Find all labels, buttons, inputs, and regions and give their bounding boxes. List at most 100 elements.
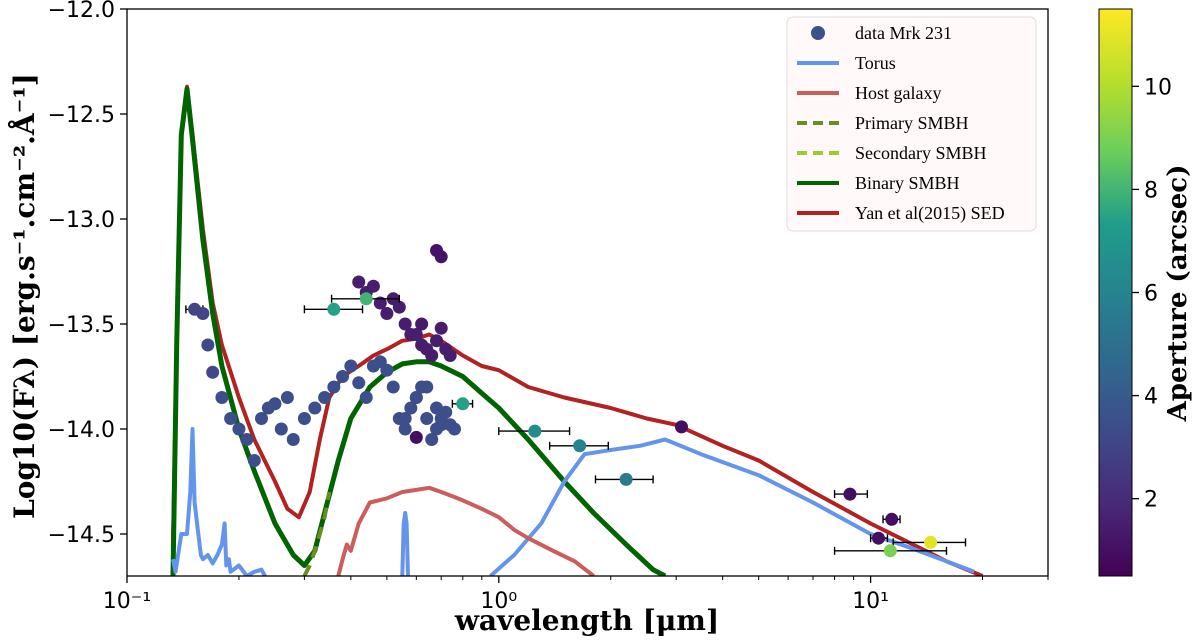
- y-tick-label: −14.5: [48, 523, 115, 548]
- data-point: [254, 412, 268, 425]
- data-point: [336, 370, 350, 383]
- data-point: [327, 380, 341, 394]
- series-torus: [171, 427, 267, 576]
- x-tick-label: 10¹: [852, 589, 889, 614]
- data-point: [843, 487, 857, 501]
- legend-label: Primary SMBH: [855, 113, 969, 133]
- data-point: [240, 433, 254, 446]
- data-point: [344, 359, 358, 373]
- legend: data Mrk 231 Torus Host galaxy Primary SMBH…: [786, 16, 1037, 232]
- x-tick-label: 10⁻¹: [103, 589, 151, 614]
- y-tick-label: −13.5: [48, 313, 115, 338]
- legend-entry-data-mrk-231: data Mrk 231: [811, 23, 952, 43]
- legend-label: Binary SMBH: [855, 173, 960, 193]
- data-point: [573, 439, 587, 453]
- data-point: [425, 433, 439, 446]
- data-point: [286, 433, 300, 446]
- data-point: [434, 321, 448, 335]
- data-point: [352, 376, 366, 390]
- data-point: [224, 412, 238, 425]
- colorbar-tick-label: 2: [1144, 488, 1158, 513]
- data-point: [280, 391, 294, 404]
- data-point: [430, 334, 444, 348]
- legend-entry-torus: Torus: [797, 53, 896, 73]
- data-point: [883, 544, 897, 558]
- legend-box: [786, 16, 1037, 232]
- legend-entry-primary-smbh: Primary SMBH: [797, 113, 969, 133]
- data-point: [398, 422, 412, 436]
- data-point: [297, 412, 311, 425]
- data-point: [409, 391, 423, 404]
- data-point: [434, 250, 448, 264]
- data-point: [366, 279, 380, 293]
- data-point: [398, 317, 412, 331]
- data-point: [871, 531, 885, 545]
- data-point: [247, 454, 261, 467]
- legend-entries: data Mrk 231 Torus Host galaxy Primary SMBH…: [797, 23, 1005, 224]
- data-point: [398, 412, 412, 425]
- legend-label: Torus: [855, 53, 896, 73]
- data-point: [392, 300, 406, 314]
- y-axis-label: Log10(Fλ) [erg.s⁻¹.cm⁻².Å⁻¹]: [7, 73, 41, 519]
- legend-marker: [811, 26, 825, 40]
- data-point: [274, 422, 288, 436]
- legend-label: data Mrk 231: [855, 23, 952, 43]
- series-binary-smbh: [170, 86, 667, 576]
- series-primary-smbh: [302, 491, 332, 576]
- data-point: [409, 328, 423, 341]
- data-point: [420, 380, 434, 394]
- y-tick-label: −14.0: [48, 418, 115, 443]
- x-axis-label: wavelength [μm]: [454, 604, 719, 637]
- data-point: [196, 307, 210, 320]
- data-point: [206, 365, 220, 379]
- x-tick-label: 10⁰: [480, 589, 517, 614]
- data-point: [420, 412, 434, 425]
- data-point: [425, 349, 439, 362]
- legend-entry-secondary-smbh: Secondary SMBH: [797, 143, 987, 163]
- data-point: [439, 405, 453, 419]
- data-point: [404, 401, 418, 415]
- data-point: [619, 472, 633, 486]
- colorbar-tick-label: 10: [1144, 75, 1172, 100]
- colorbar-tick-label: 4: [1144, 385, 1158, 410]
- data-point: [380, 363, 394, 377]
- legend-label: Yan et al(2015) SED: [855, 203, 1005, 224]
- colorbar-gradient: [1098, 8, 1133, 577]
- data-point: [443, 349, 457, 362]
- data-point: [456, 397, 470, 411]
- data-point: [386, 380, 400, 394]
- y-tick-label: −12.5: [48, 103, 115, 128]
- data-point: [268, 397, 282, 411]
- colorbar-tick-label: 6: [1144, 282, 1158, 307]
- legend-entry-yan-et-al-2015-sed: Yan et al(2015) SED: [797, 203, 1005, 224]
- data-point: [885, 512, 899, 526]
- plot-frame: [126, 8, 1049, 577]
- data-point: [430, 422, 444, 436]
- data-point: [415, 317, 429, 331]
- data-point: [318, 391, 332, 404]
- data-point: [359, 391, 373, 404]
- legend-entry-host-galaxy: Host galaxy: [797, 83, 941, 103]
- data-point: [352, 275, 366, 289]
- data-point: [327, 302, 341, 316]
- legend-label: Host galaxy: [855, 83, 941, 103]
- series-torus-ir: [400, 511, 410, 576]
- colorbar-label: Aperture (arcsec): [1163, 165, 1193, 423]
- series-host-galaxy: [336, 485, 595, 576]
- legend-entry-binary-smbh: Binary SMBH: [797, 173, 960, 193]
- data-point: [528, 424, 542, 438]
- data-point: [447, 422, 461, 436]
- colorbar-ticks: 2 4 6 8 10: [1132, 75, 1172, 513]
- data-point: [232, 422, 246, 436]
- data-point: [359, 292, 373, 306]
- data-point: [201, 338, 215, 352]
- data-point: [373, 296, 387, 310]
- colorbar-tick-label: 8: [1144, 178, 1158, 203]
- data-point: [409, 430, 423, 444]
- series-layer: [170, 84, 984, 576]
- legend-label: Secondary SMBH: [855, 143, 987, 163]
- series-torus-mir: [489, 437, 975, 576]
- points-layer: [185, 244, 967, 558]
- data-point: [674, 420, 688, 434]
